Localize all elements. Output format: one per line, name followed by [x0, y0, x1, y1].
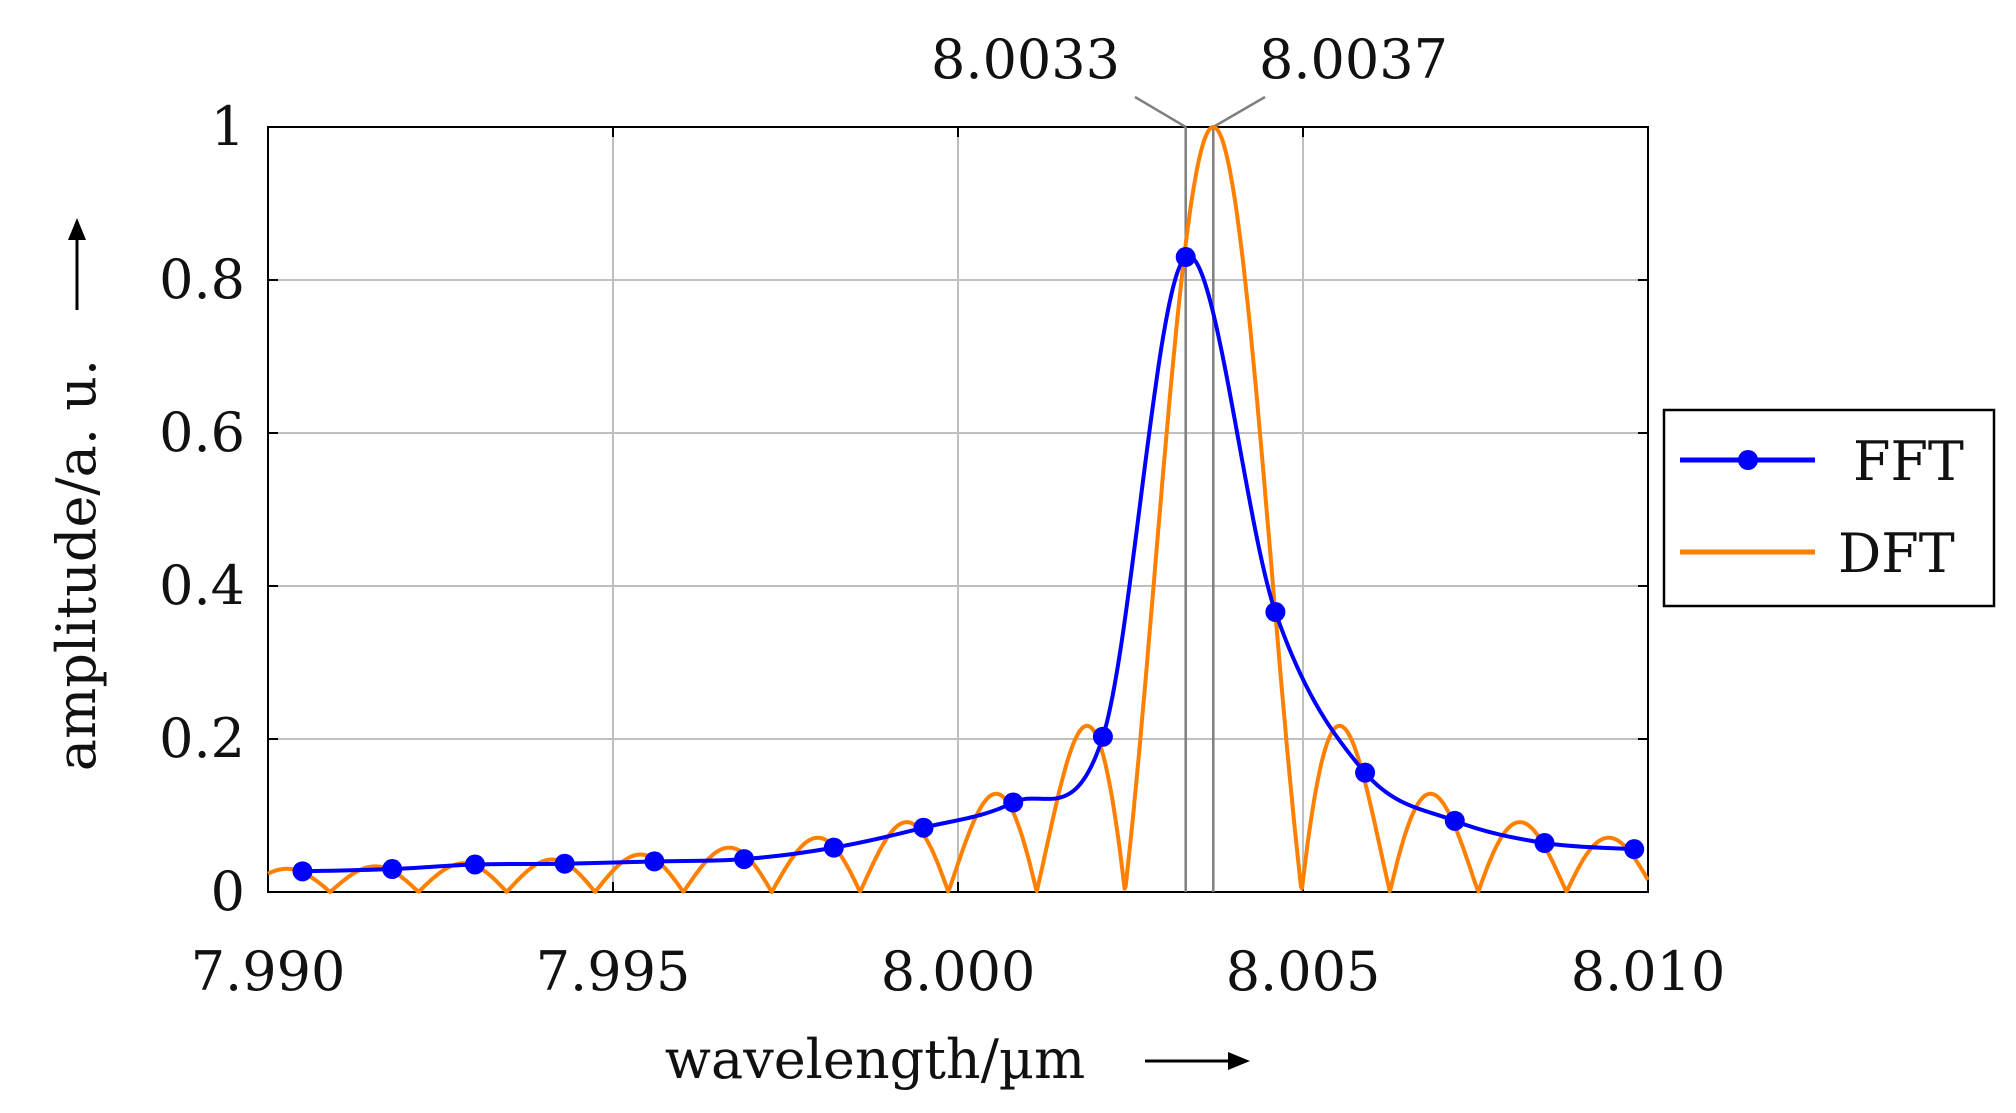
peak-annotation-label: 8.0037: [1259, 28, 1448, 91]
fft-data-point: [1355, 762, 1376, 783]
plot-frame: [267, 126, 1649, 893]
grid: [267, 126, 1649, 893]
peak-leader-line: [1134, 95, 1187, 129]
fft-data-point: [734, 849, 755, 870]
fft-data-point: [465, 854, 485, 875]
legend-dft-label: DFT: [1838, 522, 1955, 585]
fft-data-point: [913, 817, 934, 838]
axes: [267, 126, 1649, 893]
y-tick-label: 0.2: [159, 707, 245, 770]
legend-fft-marker: [1738, 450, 1758, 470]
peak-annotations: 8.0033 8.0037: [931, 28, 1448, 892]
fft-data-point: [1624, 839, 1645, 860]
fft-data-point: [644, 851, 665, 872]
peak-leader-line: [1212, 95, 1266, 129]
fft-data-point: [1444, 810, 1465, 831]
x-tick-label: 8.000: [881, 940, 1036, 1003]
tick-labels: 7.990 7.995 8.000 8.005 8.010 0 0.2 0.4 0.6 0.8 1: [159, 95, 1725, 1003]
peak-annotation-label: 8.0033: [931, 28, 1120, 91]
x-tick-label: 8.010: [1571, 940, 1726, 1003]
x-tick-label: 8.005: [1226, 940, 1381, 1003]
legend: FFT DFT: [1662, 408, 1996, 608]
fft-data-point: [823, 837, 844, 858]
fft-data-point: [1265, 602, 1286, 623]
y-axis-label: amplitude/a. u.: [45, 359, 108, 771]
x-axis-label: wavelength/µm: [665, 1028, 1085, 1091]
y-tick-label: 0.6: [159, 401, 245, 464]
y-tick-label: 0: [211, 860, 245, 923]
y-tick-label: 0.4: [159, 554, 245, 617]
y-tick-label: 0.8: [159, 248, 245, 311]
dft-series-line: [267, 125, 1650, 894]
fft-data-point: [292, 861, 313, 882]
fft-series-line: [302, 254, 1635, 874]
fft-data-point: [554, 853, 575, 874]
legend-box: [1662, 408, 1996, 608]
x-axis-arrow: [1145, 1052, 1250, 1070]
x-tick-label: 7.990: [191, 940, 346, 1003]
fft-data-point: [1003, 792, 1024, 813]
fft-data-point: [1175, 247, 1196, 268]
series: [267, 125, 1650, 894]
legend-fft-label: FFT: [1853, 430, 1964, 493]
fft-markers: [292, 247, 1645, 882]
x-tick-label: 7.995: [536, 940, 691, 1003]
fft-data-point: [1534, 833, 1555, 854]
fft-data-point: [1092, 726, 1113, 747]
fft-data-point: [382, 859, 403, 880]
y-tick-label: 1: [211, 95, 245, 158]
y-axis-arrow: [68, 218, 86, 310]
